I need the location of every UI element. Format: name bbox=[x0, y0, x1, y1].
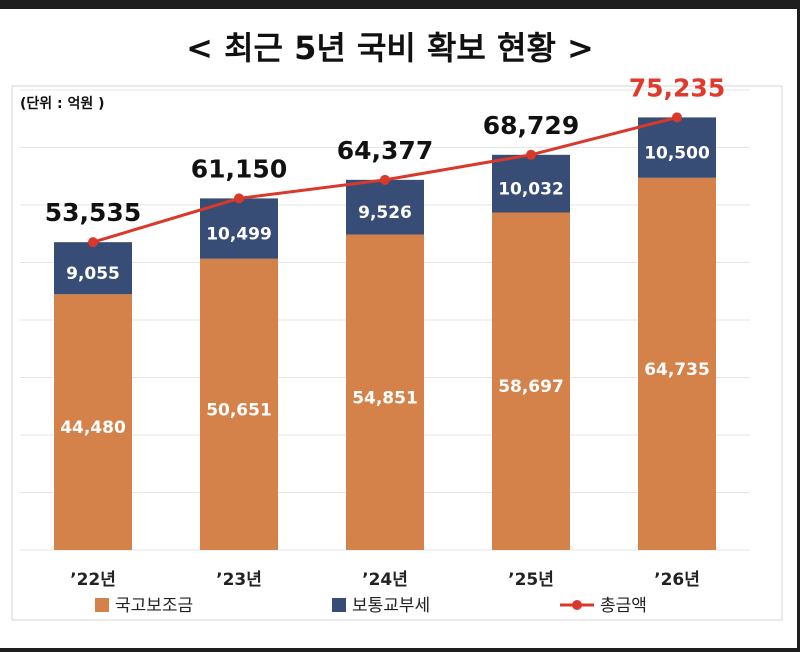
legend-label: 보통교부세 bbox=[352, 596, 430, 616]
total-value-label: 53,535 bbox=[45, 198, 141, 227]
bar-segment bbox=[200, 198, 278, 259]
bar-segment bbox=[638, 117, 716, 178]
total-value-label: 68,729 bbox=[483, 111, 579, 140]
x-tick-label: ’22년 bbox=[70, 570, 116, 590]
bar-value-label: 50,651 bbox=[206, 400, 272, 420]
bar-value-label: 64,735 bbox=[644, 360, 710, 380]
total-value-label: 75,235 bbox=[629, 73, 725, 102]
bar-value-label: 9,526 bbox=[358, 203, 412, 223]
total-value-label: 64,377 bbox=[337, 136, 433, 165]
bar-value-label: 10,500 bbox=[644, 144, 710, 164]
bar-segment bbox=[492, 154, 570, 213]
unit-label: (단위 : 억원 ) bbox=[20, 95, 105, 112]
bar-value-label: 44,480 bbox=[60, 418, 126, 438]
bottom-edge bbox=[0, 648, 800, 652]
total-value-label: 61,150 bbox=[191, 154, 287, 183]
chart-title: < 최근 5년 국비 확보 현황 > bbox=[186, 29, 594, 67]
total-point bbox=[380, 174, 390, 185]
legend-swatch bbox=[95, 598, 109, 612]
legend-label: 총금액 bbox=[600, 596, 647, 616]
bar-segment bbox=[54, 294, 132, 550]
bar-segment bbox=[200, 258, 278, 550]
bar-value-label: 10,032 bbox=[498, 180, 564, 200]
bar-segment bbox=[492, 212, 570, 550]
total-point bbox=[88, 237, 98, 248]
legend-swatch bbox=[572, 600, 582, 610]
bar-value-label: 9,055 bbox=[66, 264, 120, 284]
right-edge bbox=[797, 0, 800, 652]
bar-segment bbox=[346, 179, 424, 235]
bar-segment bbox=[346, 234, 424, 550]
total-point bbox=[234, 193, 244, 204]
total-point bbox=[672, 112, 682, 123]
bar-segment bbox=[638, 177, 716, 550]
legend-label: 국고보조금 bbox=[115, 596, 193, 616]
top-bar bbox=[0, 0, 800, 9]
bar-value-label: 58,697 bbox=[498, 377, 564, 397]
bar-value-label: 10,499 bbox=[206, 225, 272, 245]
x-tick-label: ’24년 bbox=[362, 570, 408, 590]
chart-frame bbox=[11, 85, 783, 621]
x-tick-label: ’23년 bbox=[216, 570, 262, 590]
x-tick-label: ’25년 bbox=[508, 570, 554, 590]
total-point bbox=[526, 149, 536, 160]
legend-swatch bbox=[332, 598, 346, 612]
x-tick-label: ’26년 bbox=[654, 570, 700, 590]
bar-segment bbox=[54, 242, 132, 295]
bar-value-label: 54,851 bbox=[352, 388, 418, 408]
